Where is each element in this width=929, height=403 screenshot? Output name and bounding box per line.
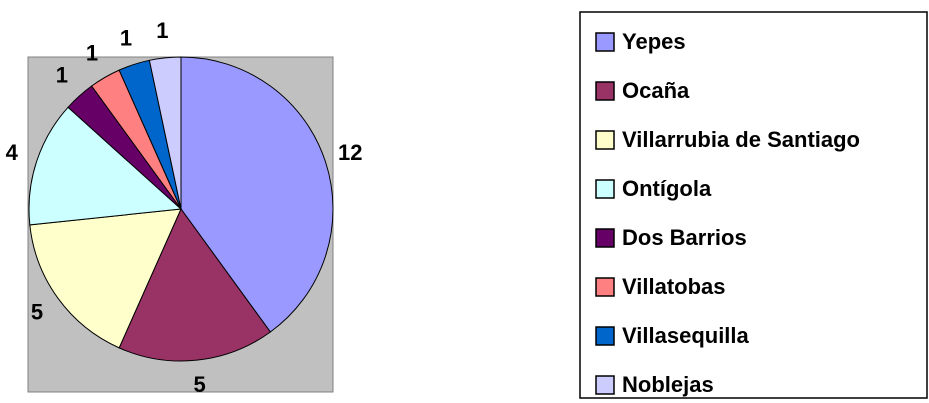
data-label: 1 bbox=[56, 63, 68, 88]
pie-slice bbox=[28, 106, 183, 226]
data-label: 5 bbox=[31, 299, 43, 324]
pie-slice bbox=[148, 56, 182, 210]
legend-swatch bbox=[595, 228, 615, 248]
pie-slice bbox=[118, 208, 272, 362]
legend-label: Ocaña bbox=[622, 78, 690, 103]
legend-swatch bbox=[595, 32, 615, 52]
legend-label: Villatobas bbox=[622, 274, 726, 299]
legend-label: Ontígola bbox=[622, 176, 712, 201]
legend-label: Noblejas bbox=[622, 372, 714, 397]
legend-label: Dos Barrios bbox=[622, 225, 747, 250]
legend-swatch bbox=[595, 81, 615, 101]
legend-swatch bbox=[595, 179, 615, 199]
data-label: 1 bbox=[156, 18, 168, 43]
data-label: 12 bbox=[338, 140, 362, 165]
data-label: 1 bbox=[86, 41, 98, 66]
data-label: 4 bbox=[6, 140, 19, 165]
data-label: 1 bbox=[120, 26, 132, 51]
legend-box bbox=[579, 11, 928, 399]
legend-swatch bbox=[595, 326, 615, 346]
data-label: 5 bbox=[193, 372, 205, 397]
legend-swatch bbox=[595, 130, 615, 150]
legend-label: Villasequilla bbox=[622, 323, 750, 348]
legend-label: Yepes bbox=[622, 29, 686, 54]
legend-swatch bbox=[595, 277, 615, 297]
pie-slice bbox=[180, 56, 334, 333]
pie-slice bbox=[29, 208, 182, 349]
legend-swatch bbox=[595, 375, 615, 395]
legend-label: Villarrubia de Santiago bbox=[622, 127, 860, 152]
